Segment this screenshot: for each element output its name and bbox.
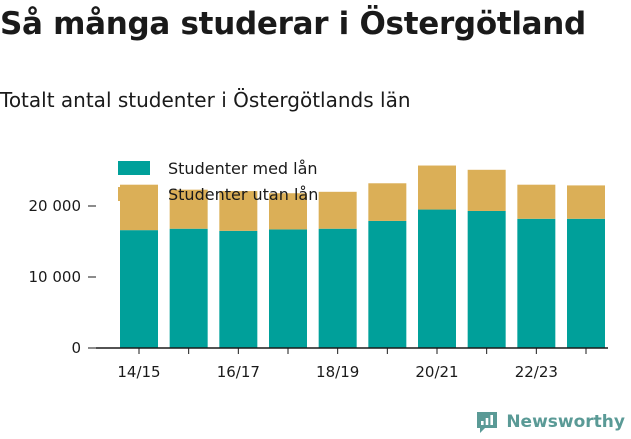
bar-utan-lan: [418, 165, 456, 210]
x-tick-label: 16/17: [217, 363, 260, 381]
x-tick-label: 20/21: [415, 363, 458, 381]
y-tick-label: 0: [71, 339, 81, 357]
y-tick-label: 10 000: [29, 268, 82, 286]
x-tick-label: 14/15: [117, 363, 160, 381]
bar-med-lan: [219, 230, 258, 348]
x-tick-label: 22/23: [515, 363, 558, 381]
newsworthy-logo-icon: [477, 412, 498, 433]
legend-label: Studenter utan lån: [168, 185, 318, 204]
bar-med-lan: [418, 209, 456, 348]
bar-med-lan: [269, 229, 307, 348]
bar-utan-lan: [467, 169, 506, 211]
bar-utan-lan: [517, 184, 556, 219]
bar-med-lan: [169, 228, 208, 348]
chart-subtitle: Totalt antal studenter i Östergötlands l…: [0, 88, 411, 112]
legend-label: Studenter med lån: [168, 159, 318, 178]
bar-utan-lan: [169, 189, 208, 229]
x-tick-label: 18/19: [316, 363, 359, 381]
bar-med-lan: [517, 218, 556, 348]
legend-swatch: [118, 187, 150, 201]
bar-med-lan: [120, 230, 158, 348]
bar-utan-lan: [219, 191, 258, 231]
bar-utan-lan: [269, 193, 307, 230]
brand-logo: Newsworthy: [474, 409, 625, 435]
bar-med-lan: [567, 218, 605, 348]
bar-utan-lan: [567, 185, 605, 219]
y-tick-label: 20 000: [29, 197, 82, 215]
bar-utan-lan: [318, 191, 357, 229]
brand-name: Newsworthy: [506, 412, 625, 432]
bar-utan-lan: [368, 183, 407, 221]
chart-title: Så många studerar i Östergötland: [0, 6, 586, 42]
bar-med-lan: [318, 228, 357, 348]
legend-swatch: [118, 161, 150, 175]
bar-med-lan: [467, 210, 506, 348]
bar-med-lan: [368, 220, 407, 348]
